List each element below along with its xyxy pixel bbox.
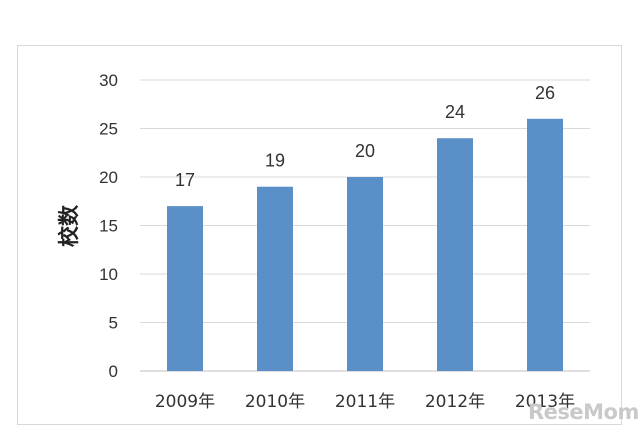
x-tick-label: 2009年 (155, 392, 215, 412)
x-tick-label: 2010年 (245, 392, 305, 412)
gridlines (140, 79, 590, 372)
y-tick-label: 15 (99, 217, 118, 236)
data-label: 20 (355, 141, 375, 161)
chart-frame (17, 45, 622, 425)
x-axis-ticks: 2009年 2010年 2011年 2012年 2013年 (155, 392, 575, 412)
data-label: 19 (265, 151, 285, 171)
bar (527, 118, 563, 371)
watermark-logo: ReseMom (528, 400, 639, 424)
bars (167, 118, 563, 371)
bar (167, 206, 203, 371)
data-label: 17 (175, 170, 195, 190)
y-tick-label: 25 (99, 120, 118, 139)
y-tick-label: 30 (99, 71, 118, 90)
bar (257, 186, 293, 371)
y-tick-label: 10 (99, 265, 118, 284)
bar (437, 138, 473, 371)
y-axis-ticks: 0 5 10 15 20 25 30 (99, 71, 118, 381)
x-tick-label: 2011年 (335, 392, 395, 412)
y-tick-label: 20 (99, 168, 118, 187)
x-tick-label: 2012年 (425, 392, 485, 412)
data-label: 26 (535, 83, 555, 103)
bar (347, 177, 383, 371)
data-labels: 17 19 20 24 26 (175, 83, 555, 190)
y-tick-label: 0 (109, 362, 118, 381)
y-tick-label: 5 (109, 314, 118, 333)
data-label: 24 (445, 102, 465, 122)
y-axis-label: 校数 (57, 204, 81, 247)
x-tick-label: 2013年 (515, 392, 575, 412)
